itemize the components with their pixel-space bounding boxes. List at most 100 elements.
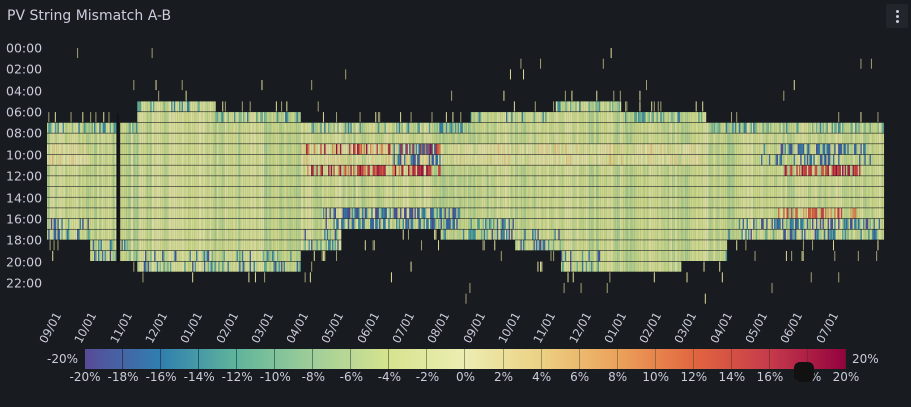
heatmap-cell [186, 186, 189, 197]
heatmap-cell [303, 133, 305, 144]
heatmap-cell [70, 186, 72, 197]
heatmap-cell [291, 250, 293, 261]
heatmap-cell [90, 122, 92, 133]
heatmap-cell [78, 229, 80, 240]
heatmap-cell [368, 208, 371, 219]
heatmap-cell [264, 176, 266, 187]
heatmap-cell [313, 133, 316, 144]
heatmap-cell [353, 165, 355, 176]
heatmap-cell [304, 272, 306, 283]
heatmap-cell [500, 197, 503, 208]
heatmap-cell [249, 133, 252, 144]
heatmap-cell [184, 218, 186, 229]
heatmap-cell [66, 144, 68, 155]
heatmap-cell [545, 133, 547, 144]
heatmap-cell [164, 133, 167, 144]
heatmap-cell [281, 240, 283, 251]
heatmap-cell [366, 154, 368, 165]
heatmap-cell [489, 165, 491, 176]
heatmap-cell [342, 133, 344, 144]
heatmap-cell [445, 112, 447, 123]
heatmap-cell [411, 133, 414, 144]
heatmap-cell [533, 133, 535, 144]
heatmap-cell [282, 229, 284, 240]
heatmap-cell [248, 218, 250, 229]
heatmap-cell [234, 197, 236, 208]
heatmap-cell [281, 176, 283, 187]
heatmap-cell [434, 154, 436, 165]
heatmap-cell [316, 229, 318, 240]
heatmap-cell [124, 154, 126, 165]
heatmap-cell [515, 112, 517, 123]
heatmap-cell [394, 186, 397, 197]
heatmap-cell [173, 101, 176, 112]
heatmap-cell [422, 154, 424, 165]
heatmap-cell [236, 122, 238, 133]
heatmap-cell [230, 208, 232, 219]
heatmap-cell [338, 122, 340, 133]
heatmap-cell [239, 240, 241, 251]
heatmap-cell [504, 197, 507, 208]
heatmap-cell [251, 186, 253, 197]
heatmap-cell [180, 144, 182, 155]
heatmap-cell [180, 197, 182, 208]
heatmap-cell [350, 133, 352, 144]
heatmap-cell [441, 144, 444, 155]
heatmap-cell [184, 197, 186, 208]
heatmap-cell [186, 144, 189, 155]
heatmap-cell [260, 133, 262, 144]
heatmap-cell [409, 122, 411, 133]
heatmap-cell [351, 176, 354, 187]
heatmap-cell [285, 218, 287, 229]
heatmap-cell [451, 165, 453, 176]
heatmap-cell [156, 250, 159, 261]
heatmap-cell [112, 144, 114, 155]
heatmap-cell [435, 197, 437, 208]
heatmap-cell [190, 144, 193, 155]
heatmap-cell [536, 112, 538, 123]
heatmap-cell [71, 154, 74, 165]
heatmap-cell [198, 197, 201, 208]
heatmap-cell [528, 154, 530, 165]
panel-menu-button[interactable] [886, 4, 908, 28]
heatmap-cell [373, 197, 376, 208]
heatmap-cell [171, 122, 173, 133]
heatmap-cell [277, 144, 279, 155]
heatmap-cell [79, 186, 82, 197]
heatmap-cell [154, 154, 156, 165]
heatmap-cell [96, 208, 99, 219]
heatmap-cell [264, 250, 266, 261]
heatmap-cell [286, 133, 288, 144]
heatmap-cell [523, 144, 525, 155]
heatmap-cell [481, 165, 483, 176]
heatmap-cell [475, 229, 478, 240]
heatmap-cell [470, 218, 473, 229]
heatmap-cell [360, 208, 363, 219]
heatmap-cell [489, 144, 491, 155]
heatmap-cell [426, 208, 428, 219]
heatmap-cell [343, 218, 346, 229]
heatmap-cell [360, 144, 363, 155]
heatmap-cell [278, 144, 280, 155]
heatmap-cell [529, 176, 531, 187]
heatmap-cell [209, 197, 211, 208]
heatmap-cell [188, 186, 190, 197]
heatmap-cell [101, 144, 104, 155]
heatmap-cell [394, 122, 397, 133]
heatmap-cell [532, 176, 534, 187]
heatmap-cell [513, 218, 516, 229]
heatmap-cell [498, 197, 500, 208]
heatmap-cell [146, 101, 148, 112]
heatmap-cell [428, 133, 431, 144]
heatmap-cell [431, 197, 433, 208]
heatmap-cell [366, 186, 368, 197]
heatmap-cell [241, 218, 244, 229]
heatmap-cell [151, 208, 153, 219]
heatmap-cell [184, 240, 186, 251]
heatmap-cell [490, 218, 492, 229]
heatmap-cell [508, 122, 511, 133]
heatmap-cell [177, 250, 180, 261]
heatmap-cell [189, 229, 191, 240]
heatmap-cell [472, 208, 474, 219]
